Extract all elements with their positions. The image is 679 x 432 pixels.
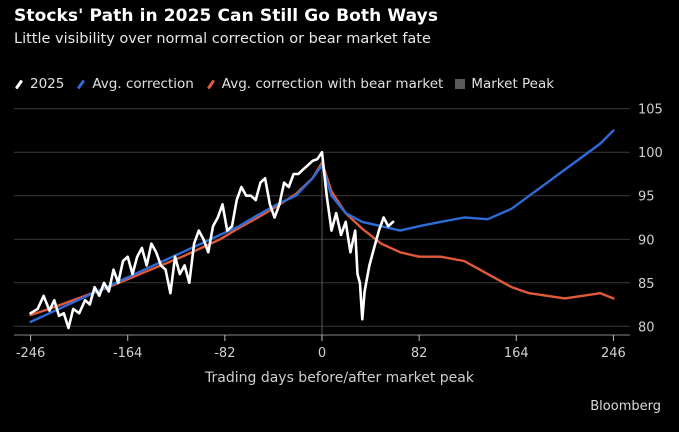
y-tick-label: 105 bbox=[638, 103, 663, 118]
legend-item-market-peak: Market Peak bbox=[455, 76, 554, 92]
legend-item-bear-market: Avg. correction with bear market bbox=[206, 76, 444, 92]
y-tick-label: 90 bbox=[638, 233, 655, 248]
y-tick-label: 95 bbox=[638, 190, 655, 205]
x-tick-label: 0 bbox=[318, 346, 326, 361]
x-axis-label: Trading days before/after market peak bbox=[205, 370, 474, 386]
x-tick-label: 246 bbox=[601, 346, 626, 361]
legend-label-bear-market: Avg. correction with bear market bbox=[221, 76, 444, 92]
x-tick-label: -246 bbox=[16, 346, 46, 361]
y-tick-label: 85 bbox=[638, 277, 655, 292]
series-lines bbox=[29, 129, 615, 330]
y-axis-ticks: 80 85 90 95 100 105 bbox=[638, 103, 663, 336]
x-tick-label: 164 bbox=[504, 346, 529, 361]
series-line-2025 bbox=[29, 150, 395, 330]
legend-label-market-peak: Market Peak bbox=[471, 76, 555, 92]
legend-item-avg-correction: Avg. correction bbox=[76, 76, 194, 92]
y-tick-label: 100 bbox=[638, 146, 663, 161]
chart-subtitle: Little visibility over normal correction… bbox=[14, 31, 431, 47]
x-tick-label: 82 bbox=[411, 346, 428, 361]
legend-label-avg-correction: Avg. correction bbox=[92, 76, 194, 92]
legend-item-2025: 2025 bbox=[14, 76, 64, 92]
legend-label-2025: 2025 bbox=[30, 76, 65, 92]
x-tick-label: -164 bbox=[113, 346, 143, 361]
y-tick-label: 80 bbox=[638, 320, 655, 335]
legend: 2025 Avg. correction Avg. correction wit… bbox=[14, 76, 566, 92]
series-line-avg-correction bbox=[29, 129, 615, 324]
x-tick-label: -82 bbox=[214, 346, 235, 361]
legend-swatch-market-peak bbox=[455, 79, 466, 89]
chart-title: Stocks' Path in 2025 Can Still Go Both W… bbox=[14, 6, 439, 26]
x-axis-ticks: -246 -164 -82 0 82 164 246 bbox=[14, 334, 630, 361]
source-label: Bloomberg bbox=[590, 399, 661, 414]
